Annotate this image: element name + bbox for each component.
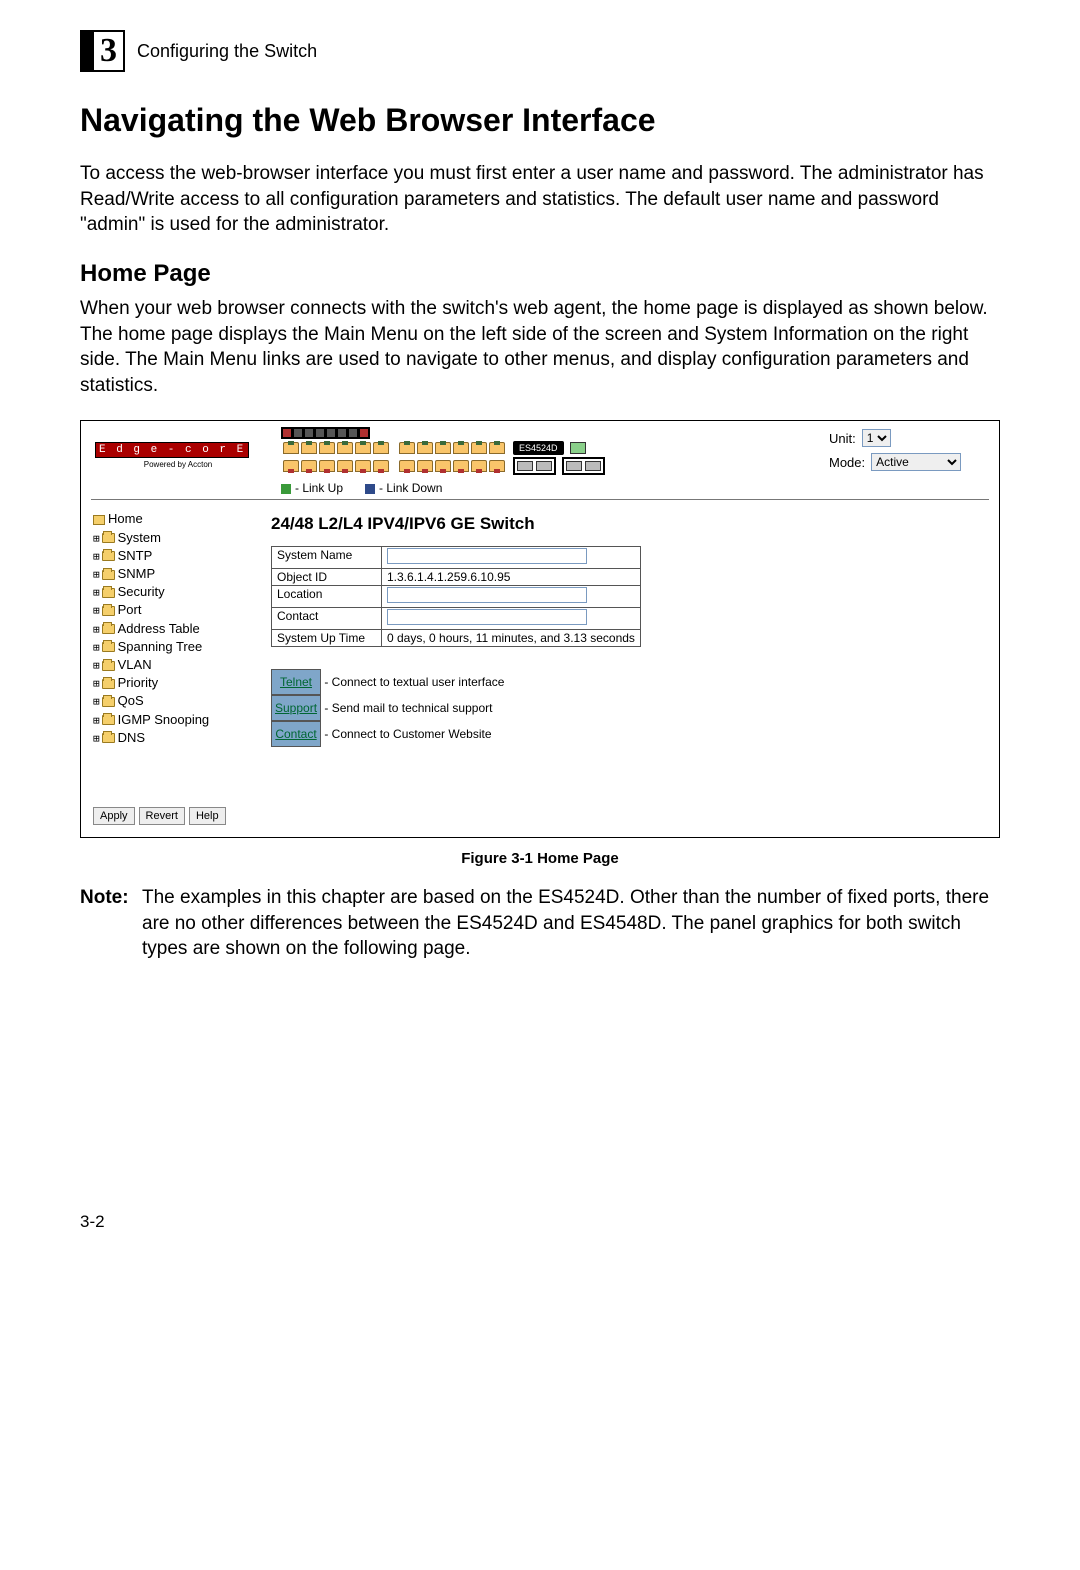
tree-item-system[interactable]: ⊞System [93,529,263,547]
model-badge: ES4524D [513,441,564,455]
info-value: 0 days, 0 hours, 11 minutes, and 3.13 se… [382,630,641,647]
link-desc: - Connect to textual user interface [321,675,504,689]
tree-item-dns[interactable]: ⊞DNS [93,729,263,747]
indicator-block [281,427,370,439]
legend-down-swatch [365,484,375,494]
legend-up-swatch [281,484,291,494]
chapter-number: 3 [94,32,123,70]
folder-icon [102,624,115,634]
home-icon [93,515,105,525]
link-desc: - Send mail to technical support [321,701,492,715]
legend-down-label: - Link Down [379,481,442,495]
port-group-4 [399,460,505,472]
brand-subtext: Powered by Accton [95,460,261,469]
folder-icon [102,642,115,652]
unit-label: Unit: [829,431,856,446]
sfp-block-bot [562,457,605,475]
screenshot-home-page: E d g e - c o r E Powered by Accton ES45… [80,420,1000,837]
chapter-badge: 3 [80,30,125,72]
info-row-system-up-time: System Up Time0 days, 0 hours, 11 minute… [272,630,641,647]
info-value: 1.3.6.1.4.1.259.6.10.95 [382,569,641,586]
tree-item-spanning-tree[interactable]: ⊞Spanning Tree [93,638,263,656]
folder-icon [102,551,115,561]
device-port-panel [281,427,819,439]
info-value [382,608,641,630]
tree-item-qos[interactable]: ⊞QoS [93,692,263,710]
support-link-button[interactable]: Support [271,695,321,721]
mode-label: Mode: [829,455,865,470]
brand-logo: E d g e - c o r E [95,442,249,458]
mode-select[interactable]: Active [871,453,961,471]
link-desc: - Connect to Customer Website [321,727,492,741]
help-button[interactable]: Help [189,807,226,825]
info-row-location: Location [272,586,641,608]
switch-title: 24/48 L2/L4 IPV4/IPV6 GE Switch [271,514,989,534]
folder-icon [102,697,115,707]
info-label: Object ID [272,569,382,586]
tree-item-igmp-snooping[interactable]: ⊞IGMP Snooping [93,711,263,729]
folder-icon [102,533,115,543]
folder-icon [102,606,115,616]
tree-item-home[interactable]: Home [93,510,263,528]
page-number: 3-2 [80,1212,1000,1232]
folder-icon [102,570,115,580]
note-block: Note: The examples in this chapter are b… [80,885,1000,962]
port-group-1 [283,442,389,454]
action-links: Telnet - Connect to textual user interfa… [271,669,989,747]
tree-item-address-table[interactable]: ⊞Address Table [93,620,263,638]
status-led [570,442,586,454]
revert-button[interactable]: Revert [139,807,185,825]
figure-caption: Figure 3-1 Home Page [80,850,1000,867]
sfp-block-top [513,457,556,475]
folder-icon [102,588,115,598]
port-group-3 [283,460,389,472]
intro-paragraph: To access the web-browser interface you … [80,161,1000,238]
system-info-table: System NameObject ID1.3.6.1.4.1.259.6.10… [271,546,641,647]
info-label: System Up Time [272,630,382,647]
info-input[interactable] [387,548,587,564]
section-body-home: When your web browser connects with the … [80,296,1000,399]
unit-select[interactable]: 1 [862,429,891,447]
tree-item-priority[interactable]: ⊞Priority [93,674,263,692]
tree-item-port[interactable]: ⊞Port [93,601,263,619]
tree-item-security[interactable]: ⊞Security [93,583,263,601]
info-label: System Name [272,547,382,569]
tree-item-snmp[interactable]: ⊞SNMP [93,565,263,583]
chapter-header: 3 Configuring the Switch [80,30,1000,72]
tree-item-vlan[interactable]: ⊞VLAN [93,656,263,674]
folder-icon [102,661,115,671]
nav-tree: Home⊞System⊞SNTP⊞SNMP⊞Security⊞Port⊞Addr… [81,500,271,836]
note-text: The examples in this chapter are based o… [142,885,1000,962]
telnet-link-button[interactable]: Telnet [271,669,321,695]
chapter-title: Configuring the Switch [137,41,317,62]
note-label: Note: [80,885,142,962]
info-row-object-id: Object ID1.3.6.1.4.1.259.6.10.95 [272,569,641,586]
tree-item-sntp[interactable]: ⊞SNTP [93,547,263,565]
info-label: Location [272,586,382,608]
apply-button[interactable]: Apply [93,807,135,825]
info-label: Contact [272,608,382,630]
link-legend: - Link Up - Link Down [281,481,819,495]
folder-icon [102,733,115,743]
folder-icon [102,679,115,689]
info-value [382,547,641,569]
port-group-2 [399,442,505,454]
legend-up-label: - Link Up [295,481,343,495]
info-row-system-name: System Name [272,547,641,569]
page-title: Navigating the Web Browser Interface [80,102,1000,139]
info-input[interactable] [387,587,587,603]
folder-icon [102,715,115,725]
info-row-contact: Contact [272,608,641,630]
info-value [382,586,641,608]
section-heading-home: Home Page [80,260,1000,288]
contact-link-button[interactable]: Contact [271,721,321,747]
info-input[interactable] [387,609,587,625]
